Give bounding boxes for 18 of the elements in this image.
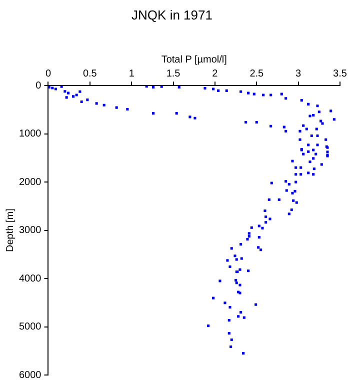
x-tick-label: 0.5 bbox=[82, 68, 98, 80]
x-axis-title: Total P [µmol/l] bbox=[161, 54, 228, 66]
y-tick-label: 5000 bbox=[18, 322, 42, 333]
y-tick-label: 4000 bbox=[18, 273, 42, 284]
x-tick-label: 3.5 bbox=[333, 68, 348, 80]
x-tick-label: 2.5 bbox=[250, 68, 264, 80]
chart-title: JNQK in 1971 bbox=[132, 7, 212, 22]
y-tick-label: 2000 bbox=[18, 176, 42, 188]
y-tick-label: 3000 bbox=[18, 225, 42, 236]
y-axis-title: Depth [m] bbox=[4, 208, 16, 252]
y-tick-label: 6000 bbox=[18, 370, 42, 381]
x-tick-label: 3 bbox=[296, 68, 302, 80]
x-tick-label: 0 bbox=[45, 68, 52, 80]
x-tick-label: 1.5 bbox=[166, 68, 181, 80]
x-tick-label: 2 bbox=[212, 68, 218, 80]
y-tick-label: 1000 bbox=[18, 128, 42, 140]
y-tick-label: 0 bbox=[36, 80, 42, 92]
x-tick-label: 1 bbox=[128, 68, 135, 80]
